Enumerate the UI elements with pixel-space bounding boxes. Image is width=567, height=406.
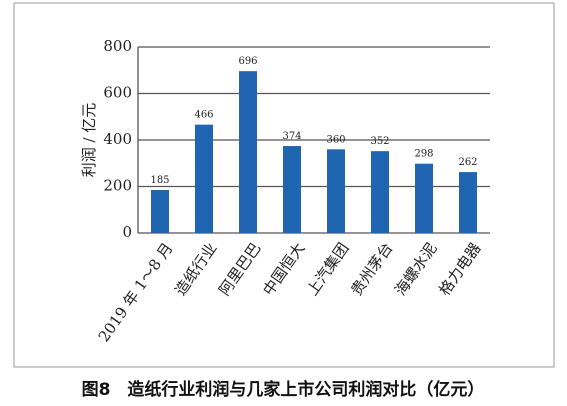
- bar: [283, 146, 301, 233]
- value-label: 298: [414, 149, 433, 160]
- value-label: 360: [326, 134, 345, 145]
- y-tick-label: 600: [103, 84, 132, 102]
- bar: [327, 149, 345, 233]
- bar: [415, 163, 433, 233]
- chart-title: 图8 造纸行业利润与几家上市公司利润对比（亿元）: [82, 379, 485, 400]
- bar: [195, 124, 213, 233]
- value-label: 262: [458, 157, 477, 168]
- y-axis-label: 利润 / 亿元: [80, 103, 98, 178]
- bar: [459, 172, 477, 233]
- bar: [151, 189, 169, 233]
- y-tick-label: 800: [103, 37, 132, 55]
- bar: [239, 71, 257, 234]
- value-label: 696: [238, 56, 257, 67]
- y-tick-label: 400: [103, 130, 132, 148]
- bar: [371, 151, 389, 233]
- value-label: 185: [150, 175, 169, 186]
- y-tick-label: 200: [103, 177, 132, 195]
- value-label: 352: [370, 136, 389, 147]
- value-label: 466: [194, 110, 213, 121]
- y-tick-label: 0: [122, 223, 132, 241]
- value-label: 374: [282, 131, 301, 142]
